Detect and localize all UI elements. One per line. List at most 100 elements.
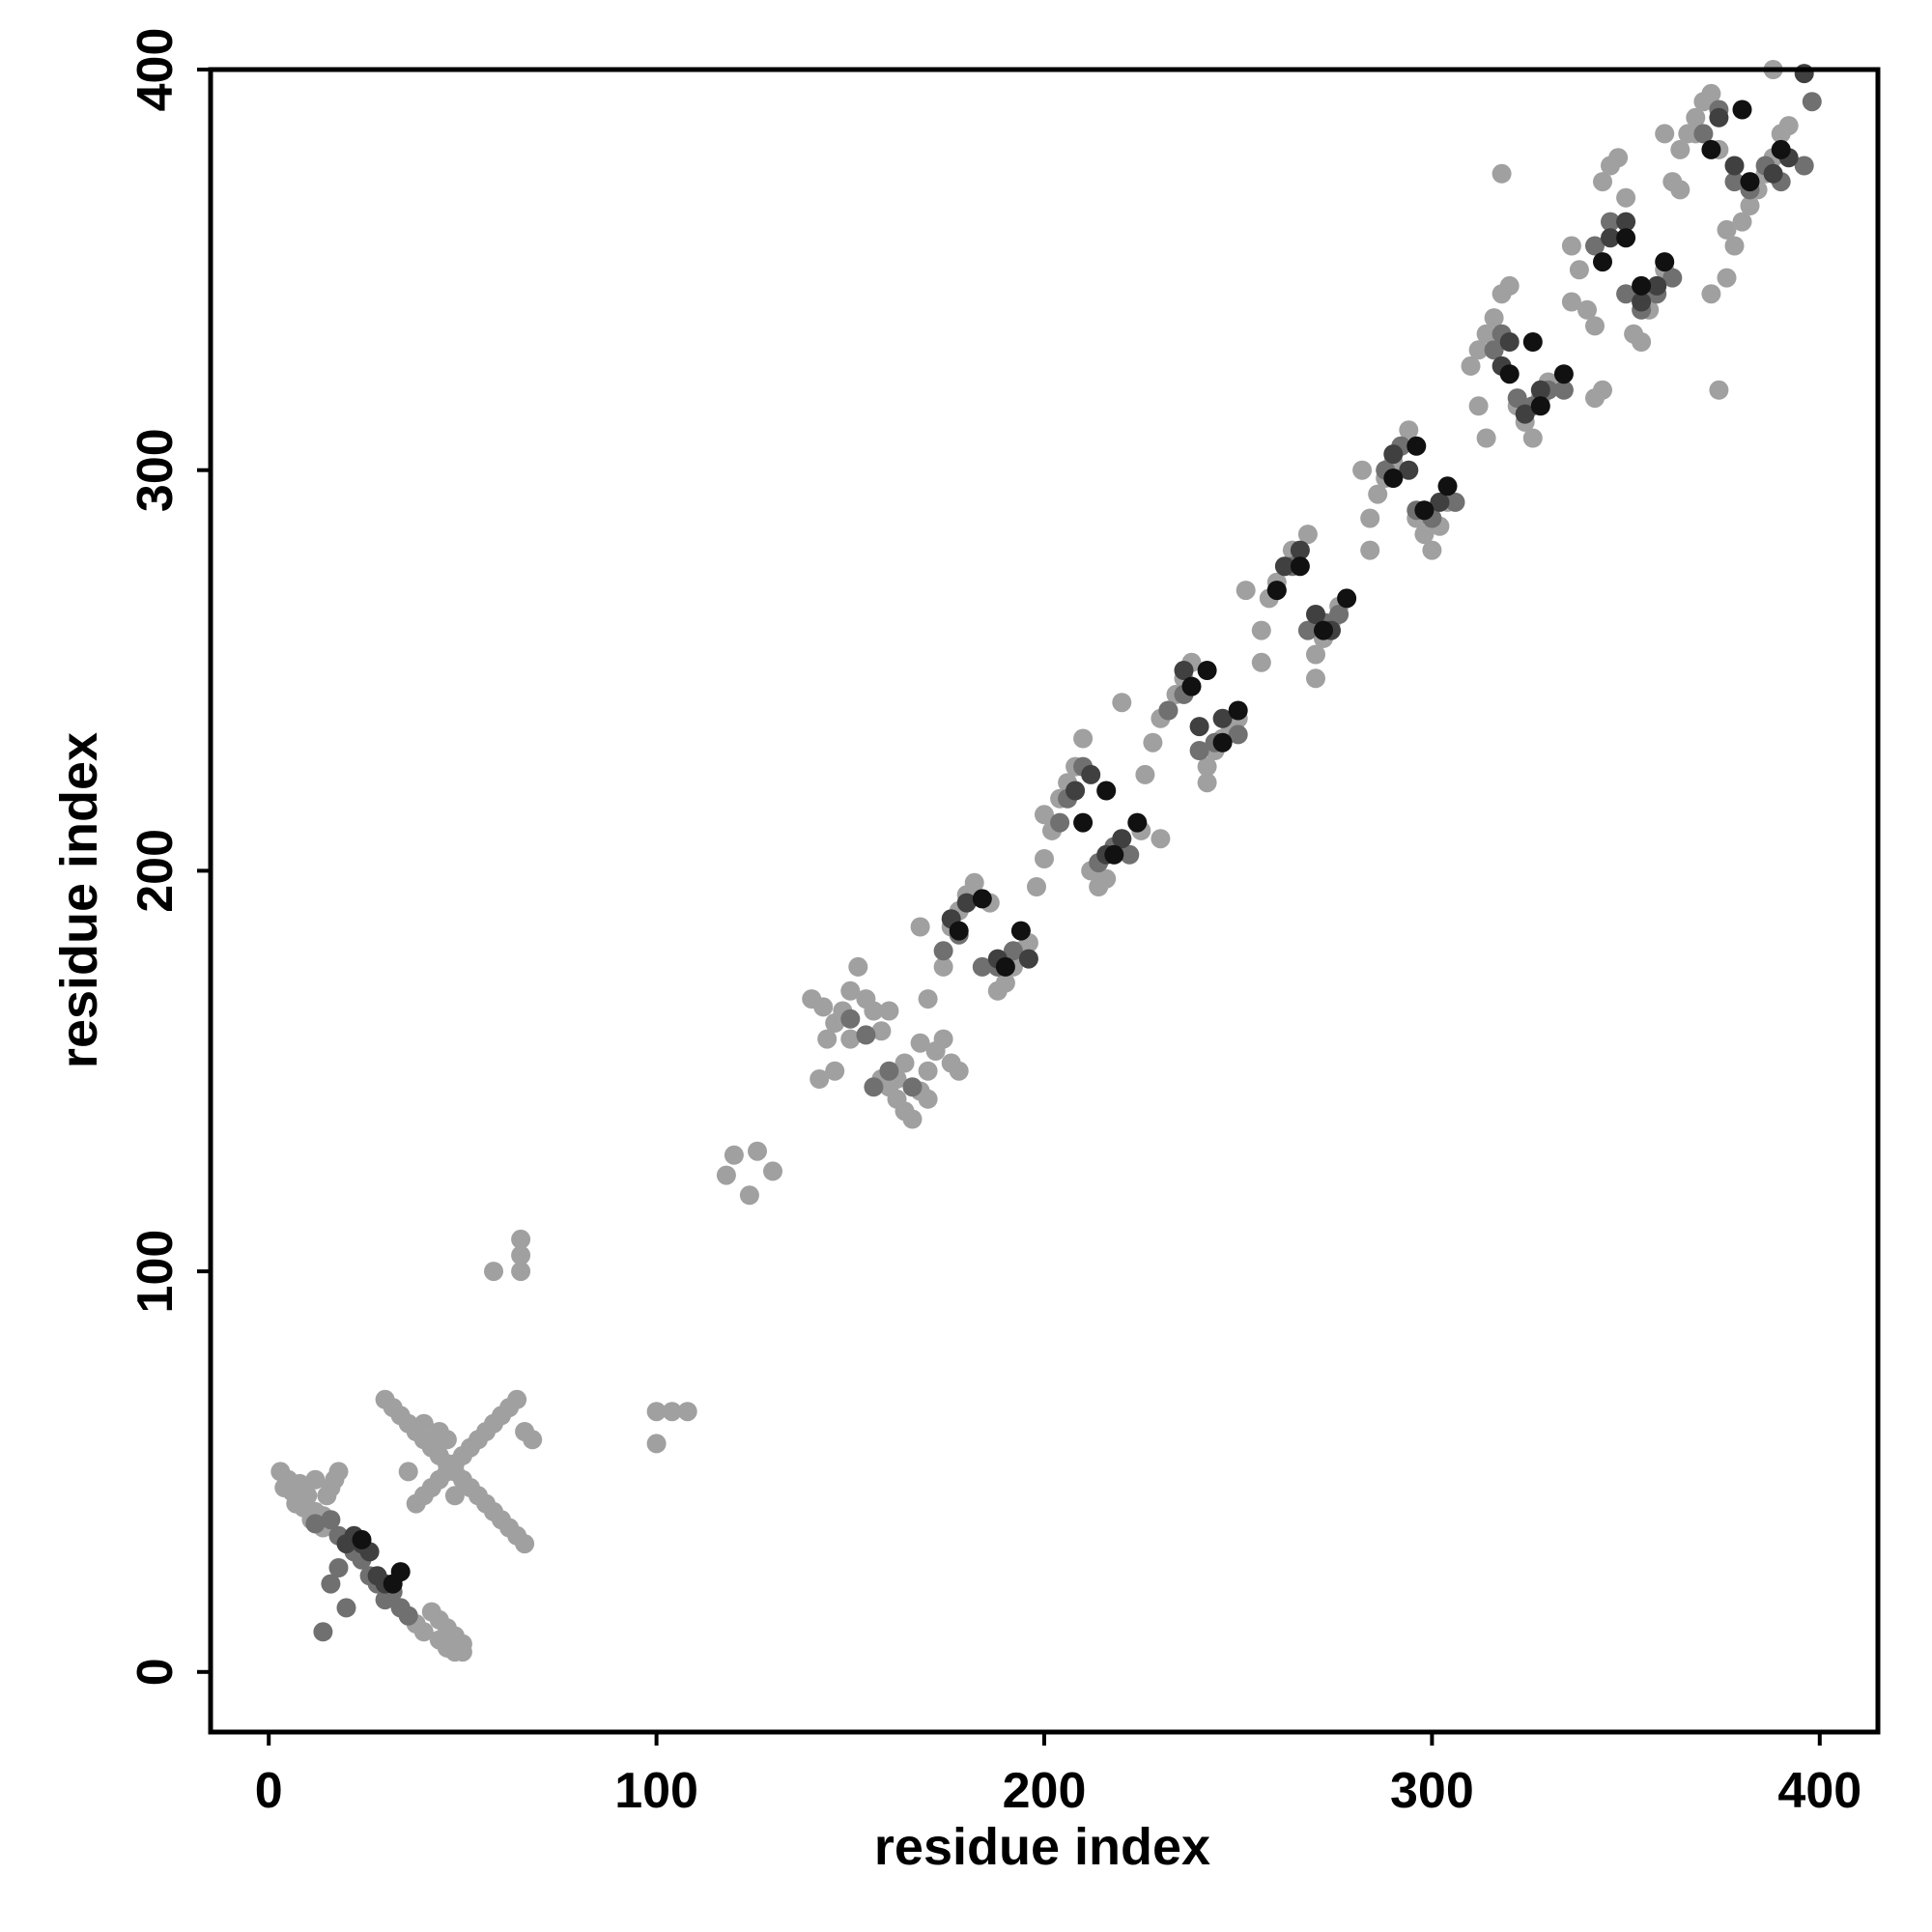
data-point (763, 1161, 782, 1181)
data-point (1522, 332, 1543, 352)
data-point (1499, 332, 1520, 352)
data-point (452, 1642, 472, 1662)
data-point (1616, 212, 1636, 232)
data-point (321, 1574, 341, 1594)
data-point (1050, 812, 1070, 833)
data-point (313, 1622, 333, 1642)
data-point (1306, 644, 1325, 665)
data-point (864, 1001, 884, 1021)
data-point (1601, 228, 1620, 248)
data-point (1065, 781, 1086, 801)
data-point (1018, 949, 1038, 969)
data-point (1740, 196, 1760, 215)
data-point (995, 973, 1015, 993)
data-point (1104, 844, 1124, 865)
data-points (270, 60, 1822, 1662)
data-point (1724, 156, 1745, 176)
data-point (1360, 540, 1380, 560)
data-point (1399, 460, 1419, 480)
x-tick-label: 200 (1003, 1763, 1087, 1819)
x-tick-label: 400 (1777, 1763, 1861, 1819)
data-point (949, 1061, 969, 1081)
data-point (1228, 700, 1248, 721)
data-point (902, 1077, 923, 1097)
data-point (1553, 380, 1574, 400)
data-point (902, 1109, 923, 1129)
data-point (1073, 812, 1094, 833)
data-point (511, 1262, 531, 1282)
data-point (1499, 364, 1520, 384)
data-point (1802, 92, 1822, 112)
data-point (1236, 581, 1256, 601)
data-point (1081, 764, 1101, 784)
data-point (1096, 868, 1117, 889)
data-point (1073, 728, 1094, 749)
data-point (1035, 805, 1054, 825)
data-point (677, 1402, 697, 1422)
data-point (1422, 540, 1442, 560)
data-point (1484, 340, 1504, 360)
data-point (918, 1089, 938, 1109)
y-tick-label: 400 (128, 28, 184, 112)
data-point (305, 1514, 326, 1534)
data-point (1593, 252, 1612, 272)
data-point (1468, 396, 1489, 416)
data-point (507, 1389, 527, 1409)
data-point (933, 1029, 953, 1049)
data-point (972, 956, 992, 977)
data-point (1383, 469, 1404, 488)
data-point (1608, 148, 1629, 168)
data-point (1181, 676, 1202, 696)
data-point (825, 1061, 845, 1081)
data-point (646, 1434, 667, 1454)
data-point (1701, 83, 1721, 103)
data-point (1569, 260, 1589, 280)
data-point (1251, 652, 1271, 672)
data-point (1632, 292, 1652, 312)
data-point (964, 872, 984, 893)
data-point (1709, 107, 1729, 128)
data-point (1632, 332, 1652, 352)
data-point (864, 1077, 884, 1097)
data-point (933, 956, 953, 977)
data-point (1010, 921, 1031, 941)
data-point (321, 1510, 341, 1530)
data-point (1616, 187, 1636, 208)
data-point (1616, 228, 1636, 248)
data-point (1120, 844, 1140, 865)
data-point (840, 980, 861, 1001)
data-point (1468, 340, 1489, 360)
data-point (1003, 941, 1023, 961)
data-point (1290, 556, 1310, 577)
data-point (1778, 116, 1799, 136)
data-point (484, 1262, 503, 1282)
data-point (1593, 172, 1612, 192)
data-point (1158, 700, 1179, 721)
data-point (1135, 764, 1155, 784)
data-point (1732, 212, 1752, 232)
data-point (511, 1245, 531, 1265)
data-point (1507, 388, 1527, 409)
data-point (1740, 172, 1760, 192)
data-point (1127, 812, 1148, 833)
data-point (856, 1025, 876, 1045)
data-point (1662, 268, 1683, 288)
data-point (1290, 540, 1310, 560)
data-point (523, 1430, 543, 1450)
data-point (336, 1534, 356, 1554)
data-point (1655, 252, 1675, 272)
data-point (1670, 139, 1690, 159)
data-point (662, 1402, 682, 1422)
data-point (398, 1605, 418, 1626)
data-point (646, 1402, 667, 1422)
data-point (1383, 444, 1404, 465)
data-point (1368, 484, 1388, 504)
data-point (1212, 732, 1233, 753)
data-point (1717, 268, 1737, 288)
x-tick-label: 0 (255, 1763, 283, 1819)
data-point (1794, 156, 1814, 176)
data-point (724, 1145, 744, 1165)
data-point (1794, 64, 1814, 84)
data-point (1414, 525, 1435, 545)
